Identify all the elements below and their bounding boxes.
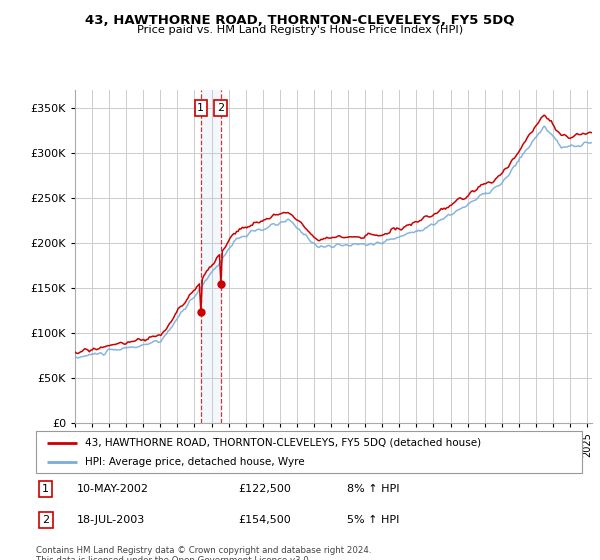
Text: 18-JUL-2003: 18-JUL-2003 bbox=[77, 515, 145, 525]
Text: 1: 1 bbox=[43, 484, 49, 494]
Text: £122,500: £122,500 bbox=[238, 484, 291, 494]
Text: 8% ↑ HPI: 8% ↑ HPI bbox=[347, 484, 400, 494]
FancyBboxPatch shape bbox=[36, 431, 582, 473]
Text: 2: 2 bbox=[217, 103, 224, 113]
Text: 5% ↑ HPI: 5% ↑ HPI bbox=[347, 515, 400, 525]
Text: 10-MAY-2002: 10-MAY-2002 bbox=[77, 484, 149, 494]
Text: 43, HAWTHORNE ROAD, THORNTON-CLEVELEYS, FY5 5DQ: 43, HAWTHORNE ROAD, THORNTON-CLEVELEYS, … bbox=[85, 14, 515, 27]
Text: £154,500: £154,500 bbox=[238, 515, 291, 525]
Bar bbox=[201, 90, 221, 423]
Text: Price paid vs. HM Land Registry's House Price Index (HPI): Price paid vs. HM Land Registry's House … bbox=[137, 25, 463, 35]
Text: 43, HAWTHORNE ROAD, THORNTON-CLEVELEYS, FY5 5DQ (detached house): 43, HAWTHORNE ROAD, THORNTON-CLEVELEYS, … bbox=[85, 437, 481, 447]
Text: 1: 1 bbox=[197, 103, 205, 113]
Text: Contains HM Land Registry data © Crown copyright and database right 2024.
This d: Contains HM Land Registry data © Crown c… bbox=[36, 546, 371, 560]
Text: 2: 2 bbox=[42, 515, 49, 525]
Text: HPI: Average price, detached house, Wyre: HPI: Average price, detached house, Wyre bbox=[85, 457, 305, 467]
